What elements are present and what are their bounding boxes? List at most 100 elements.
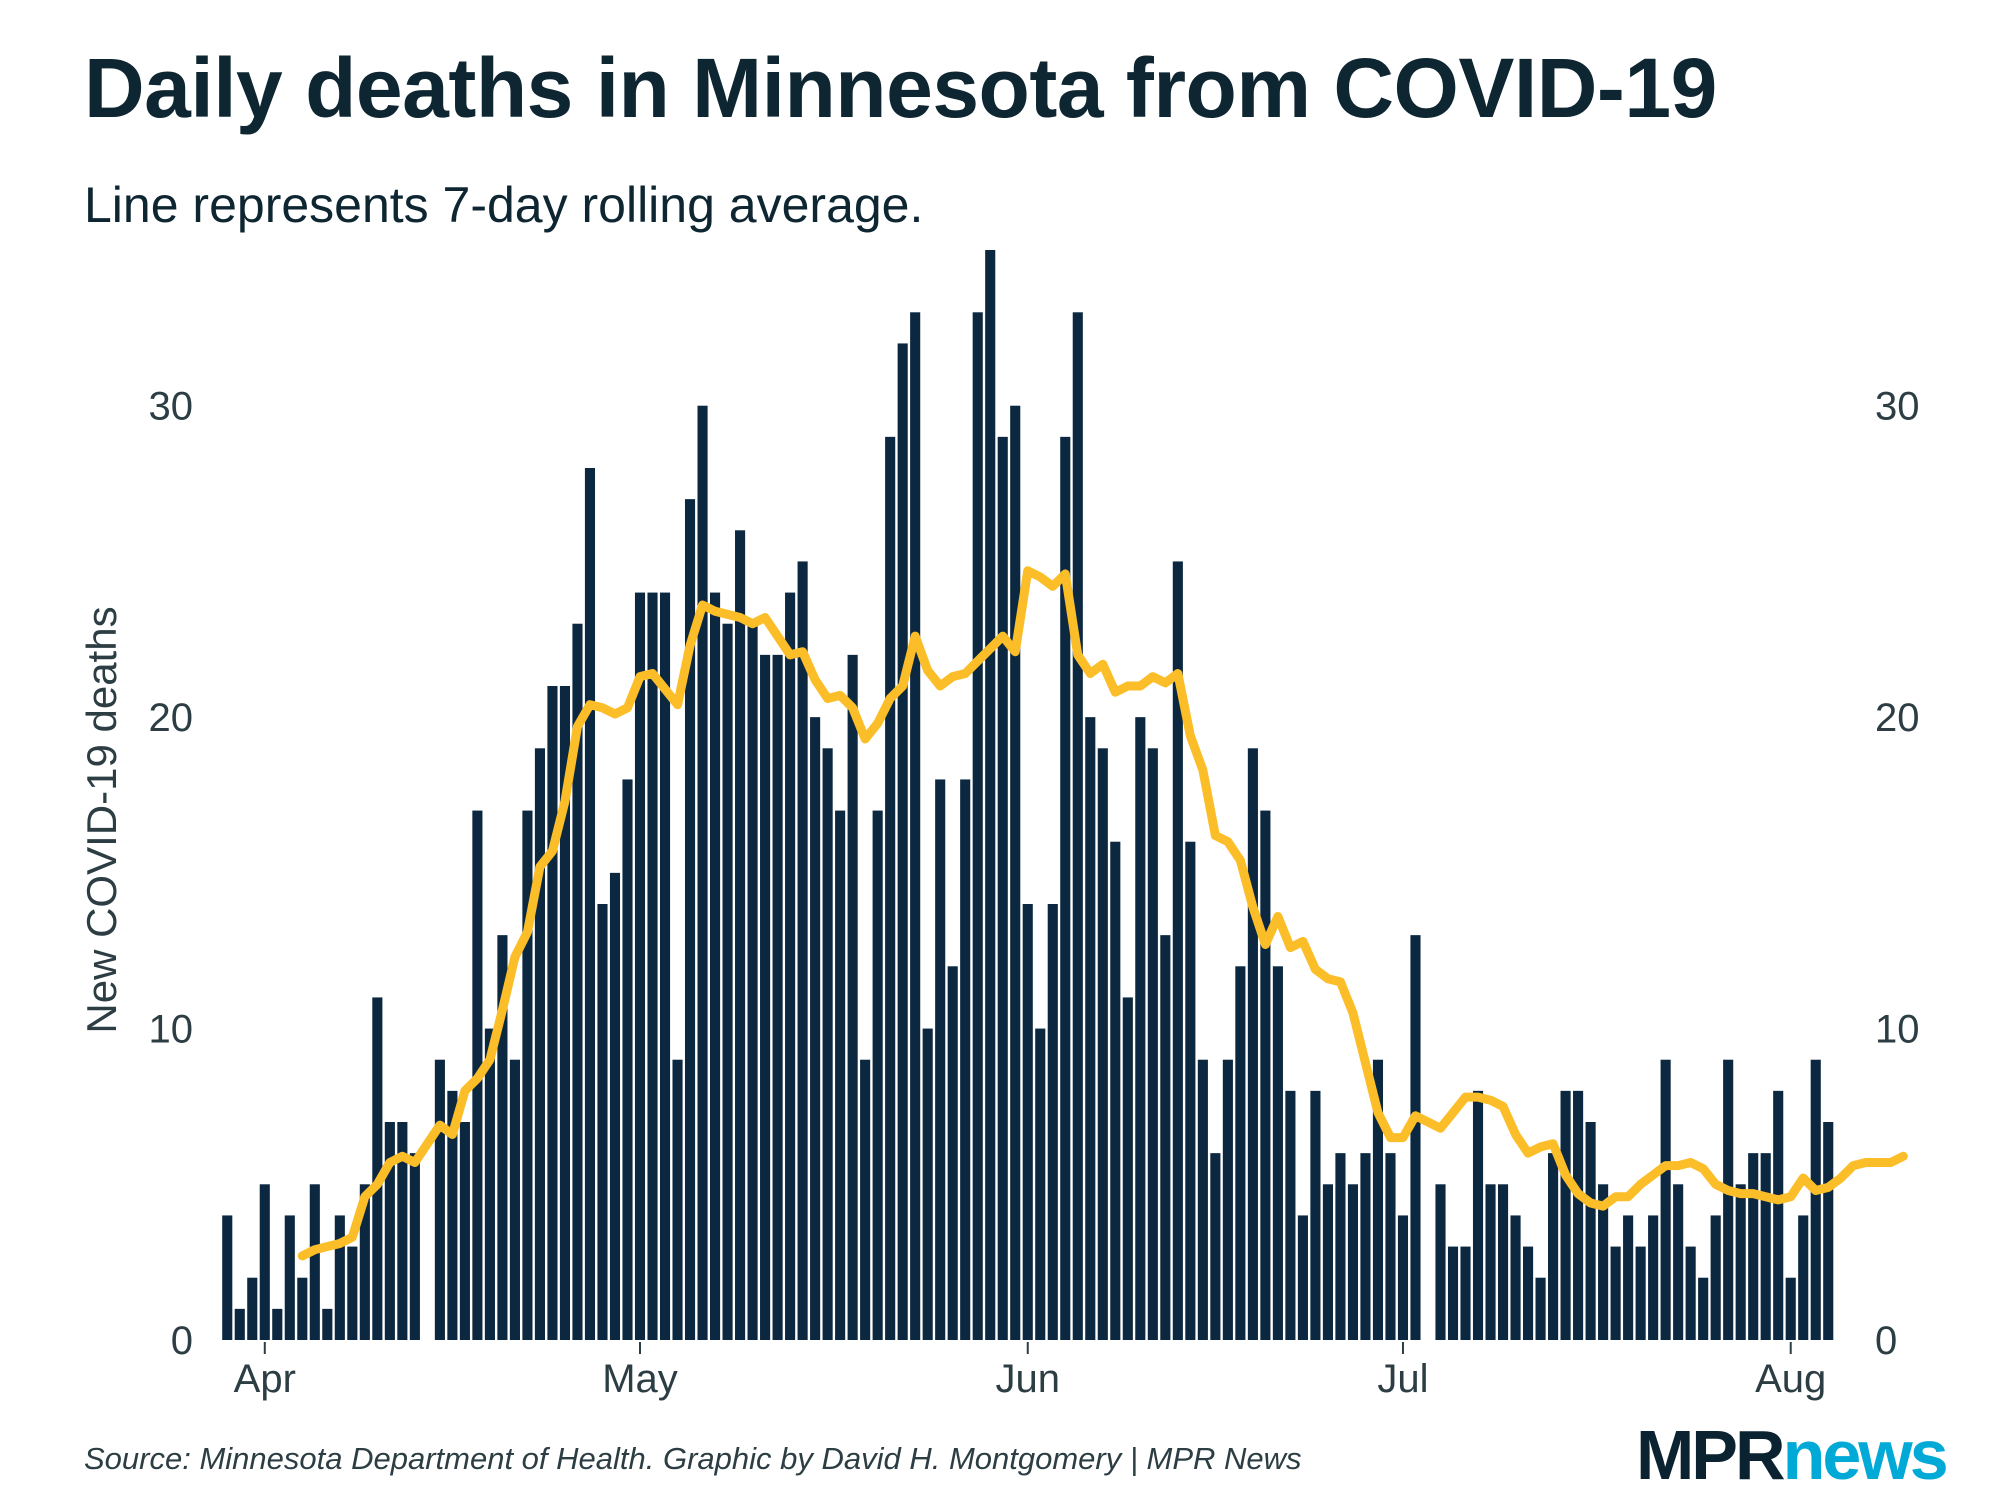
bar: [1385, 1153, 1396, 1340]
y-axis-label: New COVID-19 deaths: [78, 606, 125, 1033]
bar: [384, 1122, 395, 1340]
bar: [1110, 841, 1121, 1340]
bar: [534, 748, 545, 1340]
bar: [1798, 1215, 1809, 1340]
bar: [1447, 1246, 1459, 1340]
bar: [609, 872, 621, 1340]
bar: [1485, 1184, 1496, 1340]
bar: [259, 1184, 270, 1340]
bar: [1235, 966, 1246, 1340]
bar: [1297, 1215, 1308, 1340]
bar: [822, 748, 833, 1340]
bar: [547, 686, 558, 1340]
logo-news: news: [1782, 1416, 1949, 1494]
bar: [447, 1090, 458, 1340]
x-tick-label: Jul: [1377, 1357, 1428, 1401]
bar: [1710, 1215, 1721, 1340]
bar: [1735, 1184, 1746, 1340]
bar: [1585, 1122, 1596, 1340]
bar: [1460, 1246, 1471, 1340]
bar: [234, 1308, 245, 1340]
bar: [434, 1059, 445, 1340]
bar: [1210, 1153, 1221, 1340]
mpr-news-logo: MPRnews: [1636, 1420, 1949, 1490]
y-axis-right: 0 10 20 30: [1875, 385, 1920, 1363]
bar: [1723, 1059, 1734, 1340]
bar: [509, 1059, 520, 1340]
bar: [272, 1308, 283, 1340]
bar: [672, 1059, 683, 1340]
bar: [960, 779, 971, 1340]
bar: [1160, 935, 1171, 1340]
y-tick-label-left: 20: [149, 696, 194, 740]
chart-subtitle: Line represents 7-day rolling average.: [84, 177, 924, 233]
bar: [559, 686, 571, 1340]
bar: [1335, 1153, 1346, 1340]
bar: [659, 592, 671, 1340]
bar: [785, 592, 796, 1340]
bar: [1272, 966, 1283, 1340]
bar: [647, 592, 658, 1340]
bar: [697, 405, 708, 1341]
bar: [572, 623, 583, 1340]
bar: [409, 1153, 420, 1340]
y-tick-label-right: 30: [1875, 385, 1920, 429]
bar: [1122, 997, 1133, 1340]
y-tick-label-right: 20: [1875, 696, 1920, 740]
y-tick-label-left: 10: [149, 1008, 194, 1052]
bar: [222, 1215, 233, 1340]
bar: [284, 1215, 295, 1340]
bar: [334, 1215, 345, 1340]
bar: [810, 717, 821, 1340]
y-tick-label-right: 0: [1875, 1319, 1897, 1363]
bar: [1823, 1122, 1834, 1340]
bar: [1222, 1059, 1233, 1340]
bar: [772, 654, 783, 1340]
bar: [1560, 1090, 1571, 1340]
bar: [397, 1122, 408, 1340]
bar: [359, 1184, 370, 1340]
bar: [634, 592, 646, 1340]
bars: [222, 250, 1834, 1341]
bar: [972, 312, 983, 1340]
bar: [1035, 1028, 1046, 1340]
bar: [1360, 1153, 1371, 1340]
bar: [1472, 1090, 1484, 1340]
bar: [584, 468, 596, 1340]
bar: [1785, 1277, 1796, 1340]
chart-title: Daily deaths in Minnesota from COVID-19: [84, 41, 1717, 135]
bar: [760, 654, 771, 1340]
bar: [684, 499, 696, 1340]
bar: [372, 997, 383, 1340]
y-axis-left: 0 10 20 30: [149, 385, 194, 1363]
bar: [622, 779, 633, 1340]
bar: [1435, 1184, 1446, 1340]
bar: [522, 810, 533, 1340]
bar: [1810, 1059, 1821, 1340]
bar: [1347, 1184, 1358, 1340]
bar: [1397, 1215, 1409, 1340]
bar: [1260, 810, 1271, 1340]
bar: [1285, 1090, 1296, 1340]
bar: [1610, 1246, 1621, 1340]
bar: [1698, 1277, 1709, 1340]
bar: [1760, 1153, 1771, 1340]
bar: [1673, 1184, 1684, 1340]
bar: [1548, 1153, 1559, 1340]
bar: [847, 654, 858, 1340]
bar: [1748, 1153, 1759, 1340]
bar: [1322, 1184, 1333, 1340]
bar: [1010, 405, 1021, 1341]
bar: [947, 966, 958, 1340]
bar: [860, 1059, 871, 1340]
bar: [1773, 1090, 1784, 1340]
bar: [747, 623, 758, 1340]
bar: [910, 312, 921, 1340]
bar: [1022, 904, 1033, 1340]
bar: [1047, 904, 1058, 1340]
bar: [309, 1184, 320, 1340]
bar: [1623, 1215, 1634, 1340]
bar: [1523, 1246, 1534, 1340]
y-tick-label-left: 30: [149, 385, 194, 429]
bar: [1185, 841, 1196, 1340]
